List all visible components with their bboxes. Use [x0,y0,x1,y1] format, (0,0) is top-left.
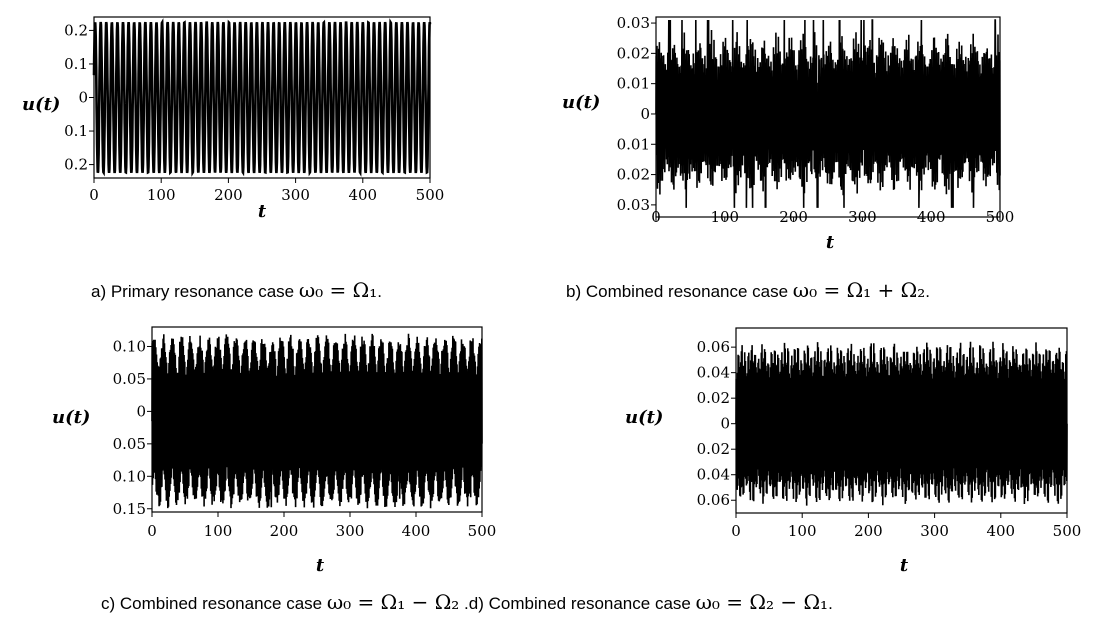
x-tick-label: 0 [731,522,741,540]
y-tick-label: 0.03 [617,14,650,32]
chart-d: 0.06 0.04 0.02 0 0.02 0.04 0.06 0 100 200 300 400 50… [580,318,1093,578]
y-tick-label: 0.02 [697,389,730,407]
y-tick-label: 0 [640,105,650,123]
caption-d-math: ω₀ = Ω₂ − Ω₁ [695,590,829,614]
y-tick-label: 0.2 [64,21,88,39]
caption-b-math: ω₀ = Ω₁ + Ω₂ [792,278,926,302]
x-tick-label: 500 [416,186,445,204]
x-tick-label: 500 [986,208,1015,226]
caption-a-math: ω₀ = Ω₁ [298,278,378,302]
x-tick-label: 200 [854,522,883,540]
y-tick-label: 0.1 [64,55,88,73]
y-tick-label: 0.2 [64,156,88,174]
chart-a: 0.2 0.1 0 0.1 0.2 0 100 200 300 400 500 u(t) t [0,0,460,250]
y-tick-label: 0.05 [113,370,146,388]
y-axis-label: u(t) [625,407,663,428]
caption-a: a) Primary resonance case ω₀ = Ω₁. [91,278,382,302]
y-tick-label: 0.02 [617,166,650,184]
series-line [655,19,1001,208]
chart-b: 0.03 0.02 0.01 0 0.01 0.02 0.03 0 100 200 300 400 50… [540,0,1040,255]
series-line [735,341,1068,506]
x-tick-label: 100 [204,522,233,540]
caption-d-suffix: . [828,594,833,613]
x-tick-label: 100 [788,522,817,540]
y-tick-label: 0 [720,415,730,433]
y-tick-label: 0.04 [697,364,730,382]
x-tick-label: 500 [468,522,497,540]
plot-frame [655,16,1001,218]
chart-c: 0.10 0.05 0 0.05 0.10 0.15 0 100 200 300 400 500 u(t… [0,318,520,578]
x-tick-label: 100 [147,186,176,204]
y-tick-label: 0.06 [697,491,730,509]
caption-b-suffix: . [925,282,931,301]
x-tick-label: 100 [710,208,739,226]
caption-c-prefix: c) Combined resonance case [101,594,327,613]
y-tick-label: 0.06 [697,338,730,356]
x-axis-label: t [258,201,267,222]
y-tick-label: 0 [78,89,88,107]
caption-a-prefix: a) Primary resonance case [91,282,299,301]
y-tick-label: 0.02 [697,440,730,458]
caption-b: b) Combined resonance case ω₀ = Ω₁ + Ω₂. [566,278,930,302]
x-axis-label: t [316,555,325,576]
x-tick-label: 300 [920,522,949,540]
y-tick-label: 0.10 [113,337,146,355]
y-tick-label: 0 [136,402,146,420]
series-line [92,18,432,177]
plot-frame [735,327,1068,514]
x-tick-label: 300 [281,186,310,204]
y-axis-label: u(t) [52,407,90,428]
y-tick-label: 0.02 [617,44,650,62]
x-tick-label: 0 [651,208,661,226]
x-tick-label: 400 [402,522,431,540]
y-tick-label: 0.15 [113,500,146,518]
series-line [151,333,483,509]
caption-b-prefix: b) Combined resonance case [566,282,793,301]
y-tick-label: 0.01 [617,75,650,93]
x-tick-label: 200 [270,522,299,540]
x-tick-label: 500 [1053,522,1082,540]
caption-d-prefix: d) Combined resonance case [468,594,696,613]
caption-a-suffix: . [377,282,383,301]
x-tick-label: 400 [348,186,377,204]
x-tick-label: 200 [214,186,243,204]
y-axis-label: u(t) [562,92,600,113]
caption-cd: c) Combined resonance case ω₀ = Ω₁ − Ω₂ … [101,590,833,614]
y-tick-label: 0.1 [64,122,88,140]
plot-frame [151,326,483,513]
x-axis-label: t [900,555,909,576]
x-tick-label: 300 [336,522,365,540]
caption-c-suffix: . [459,594,469,613]
x-tick-label: 400 [986,522,1015,540]
x-tick-label: 400 [917,208,946,226]
x-axis-label: t [826,232,835,253]
y-tick-label: 0.05 [113,435,146,453]
y-tick-label: 0.03 [617,196,650,214]
x-tick-label: 0 [147,522,157,540]
y-tick-label: 0.01 [617,135,650,153]
y-tick-label: 0.04 [697,466,730,484]
y-tick-label: 0.10 [113,467,146,485]
x-tick-label: 300 [848,208,877,226]
x-tick-label: 200 [779,208,808,226]
x-tick-label: 0 [89,186,99,204]
caption-c-math: ω₀ = Ω₁ − Ω₂ [326,590,460,614]
y-axis-label: u(t) [22,94,60,115]
